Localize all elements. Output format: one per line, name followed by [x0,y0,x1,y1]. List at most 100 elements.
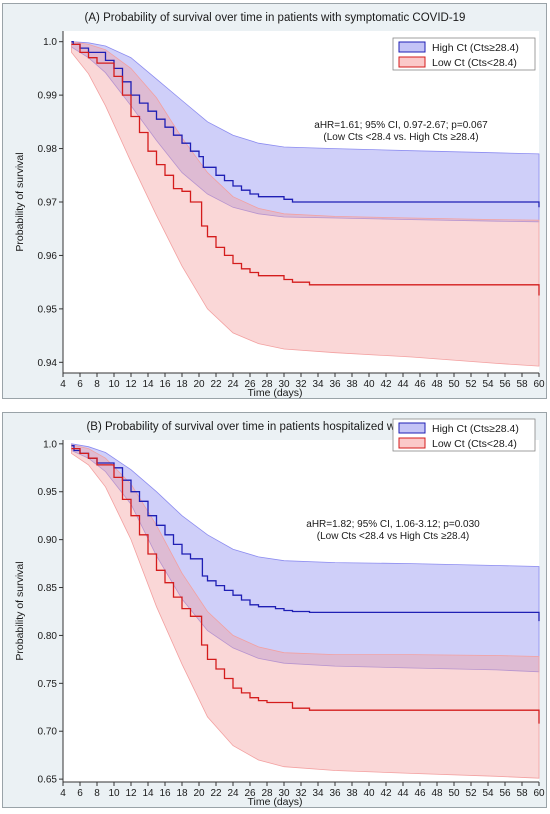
x-tick-label: 54 [482,788,494,799]
chart-a-title: (A) Probability of survival over time in… [85,12,466,24]
x-tick-label: 34 [312,379,324,390]
x-tick-label: 54 [482,379,494,390]
chart-b-title: (B) Probability of survival over time in… [86,421,463,433]
x-tick-label: 58 [516,379,528,390]
chart-a-y-ticks: 0.94 0.95 0.96 0.97 0.98 0.99 1.0 [38,37,63,369]
chart-panel-a: (A) Probability of survival over time in… [2,3,547,399]
x-tick-label: 32 [295,379,307,390]
x-tick-label: 36 [329,379,341,390]
chart-b-annotation-line-2: (Low Cts <28.4 vs High Cts ≥28.4) [317,531,470,542]
x-tick-label: 58 [516,788,528,799]
chart-a-curves [71,41,540,296]
x-tick-label: 44 [397,379,409,390]
chart-a-curve-high-ct [71,41,540,208]
y-tick-label: 0.94 [38,358,58,369]
x-tick-label: 56 [499,788,511,799]
x-tick-label: 34 [312,788,324,799]
chart-b-y-ticks: 0.65 0.70 0.75 0.80 0.85 0.90 0.95 1.0 [38,439,63,786]
legend-b-high-label: High Ct (Cts≥28.4) [432,423,519,435]
y-tick-label: 0.80 [38,631,58,642]
x-tick-label: 6 [77,788,83,799]
x-tick-label: 36 [329,788,341,799]
x-tick-label: 32 [295,788,307,799]
legend-b-low-label: Low Ct (Cts<28.4) [432,438,517,450]
x-tick-label: 26 [244,788,256,799]
x-tick-label: 40 [363,379,375,390]
legend-a-high-label: High Ct (Cts≥28.4) [432,42,519,54]
chart-a-annotation-line-2: (Low Cts <28.4 vs. High Cts ≥28.4) [323,132,478,143]
x-tick-label: 26 [244,379,256,390]
chart-a-legend: High Ct (Cts≥28.4) Low Ct (Cts<28.4) [392,37,536,71]
x-tick-label: 24 [227,379,239,390]
chart-b-svg: (B) Probability of survival over time in… [14,418,545,808]
x-tick-label: 28 [261,379,273,390]
y-tick-label: 0.65 [38,775,58,786]
x-tick-label: 24 [227,788,239,799]
x-tick-label: 60 [533,379,545,390]
x-tick-label: 8 [94,379,100,390]
x-tick-label: 48 [431,379,443,390]
x-tick-label: 30 [278,788,290,799]
x-tick-label: 10 [108,379,120,390]
x-tick-label: 42 [380,788,392,799]
x-tick-label: 14 [142,788,154,799]
x-tick-label: 14 [142,379,154,390]
x-tick-label: 18 [176,788,188,799]
legend-a-low-label: Low Ct (Cts<28.4) [432,57,517,69]
chart-b-y-label: Probability of survival [14,561,26,660]
chart-b-annotation-line-1: aHR=1.82; 95% CI, 1.06-3.12; p=0.030 [306,519,480,530]
chart-a-svg: (A) Probability of survival over time in… [14,12,545,399]
chart-b-curve-high-ct [71,445,540,622]
x-tick-label: 56 [499,379,511,390]
x-tick-label: 60 [533,788,545,799]
x-tick-label: 30 [278,379,290,390]
x-tick-label: 46 [414,788,426,799]
x-tick-label: 16 [159,379,171,390]
legend-a-low-swatch [398,56,426,68]
x-tick-label: 10 [108,788,120,799]
chart-a-curve-low-ct [71,43,540,296]
x-tick-label: 12 [125,788,137,799]
chart-b-band-low-ct [71,444,540,779]
chart-b-x-label: Time (days) [247,796,302,808]
x-tick-label: 46 [414,379,426,390]
x-tick-label: 48 [431,788,443,799]
legend-a-high-swatch [398,41,426,53]
x-tick-label: 44 [397,788,409,799]
y-tick-label: 0.95 [38,487,58,498]
x-tick-label: 38 [346,788,358,799]
y-tick-label: 0.85 [38,583,58,594]
x-tick-label: 4 [60,379,66,390]
chart-b-x-ticks: 4 6 8 10 12 14 16 18 20 22 24 26 28 30 32 34 36 38 40 42 44 4… [60,782,545,799]
y-tick-label: 0.95 [38,304,58,315]
x-tick-label: 52 [465,379,477,390]
x-tick-label: 4 [60,788,66,799]
chart-b-legend: High Ct (Cts≥28.4) Low Ct (Cts<28.4) [392,418,536,452]
x-tick-label: 22 [210,379,222,390]
x-tick-label: 38 [346,379,358,390]
y-tick-label: 1.0 [43,439,57,450]
x-tick-label: 50 [448,788,460,799]
y-tick-label: 1.0 [43,37,57,48]
legend-b-high-swatch [398,422,426,434]
y-tick-label: 0.90 [38,535,58,546]
x-tick-label: 20 [193,379,205,390]
x-tick-label: 28 [261,788,273,799]
chart-a-x-ticks: 4 6 8 10 12 14 16 18 20 22 24 26 28 30 32 34 36 38 40 42 44 4… [60,373,545,390]
chart-b-curve-low-ct [71,447,540,724]
chart-a-x-label: Time (days) [247,387,302,399]
y-tick-label: 0.99 [38,91,58,102]
x-tick-label: 42 [380,379,392,390]
x-tick-label: 18 [176,379,188,390]
x-tick-label: 50 [448,379,460,390]
chart-panel-b: (B) Probability of survival over time in… [2,412,547,808]
y-tick-label: 0.70 [38,727,58,738]
x-tick-label: 8 [94,788,100,799]
x-tick-label: 12 [125,379,137,390]
chart-a-y-label: Probability of survival [14,152,26,251]
chart-a-annotation-line-1: aHR=1.61; 95% CI, 0.97-2.67; p=0.067 [314,120,488,131]
x-tick-label: 22 [210,788,222,799]
y-tick-label: 0.98 [38,144,58,155]
y-tick-label: 0.96 [38,251,58,262]
y-tick-label: 0.75 [38,679,58,690]
